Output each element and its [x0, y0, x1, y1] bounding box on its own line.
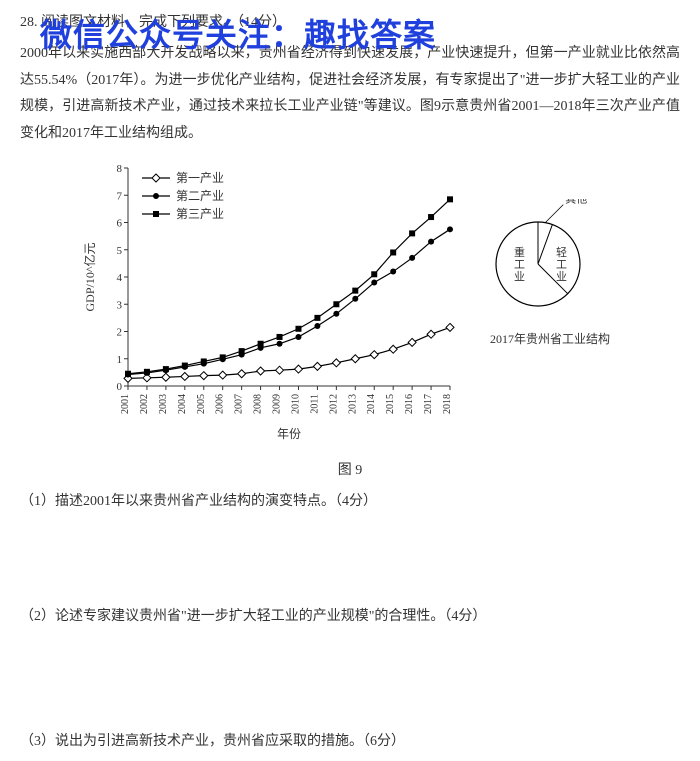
svg-text:6: 6: [117, 217, 123, 229]
svg-text:2008: 2008: [253, 394, 264, 414]
svg-text:4: 4: [117, 272, 123, 284]
sub-question-2: （2）论述专家建议贵州省"进一步扩大轻工业的产业规模"的合理性。（4分）: [20, 604, 680, 629]
question-number: 28.: [20, 15, 38, 30]
svg-text:2018: 2018: [442, 394, 453, 414]
figure-area: 0 1 2 3 4 5 6 7 8 2001 2002 2003 2004 2005 2006 2007 200…: [20, 156, 680, 451]
pie-chart: 其他轻工业 重工业 2017年贵州省工业结构: [480, 199, 620, 347]
svg-text:2002: 2002: [139, 394, 150, 414]
paragraph-text: 2000年以来实施西部大开发战略以来，贵州省经济得到快速发展，产业快速提升，但第…: [20, 41, 680, 147]
svg-text:2001: 2001: [120, 394, 131, 414]
svg-text:第二产业: 第二产业: [176, 189, 224, 203]
svg-text:2016: 2016: [404, 394, 415, 414]
svg-text:2013: 2013: [347, 394, 358, 414]
svg-text:2005: 2005: [196, 394, 207, 414]
svg-text:2011: 2011: [309, 394, 320, 414]
svg-text:2004: 2004: [177, 394, 188, 414]
svg-text:7: 7: [117, 190, 123, 202]
pie-caption: 2017年贵州省工业结构: [480, 330, 620, 347]
pie-chart-svg: 其他轻工业 重工业: [480, 199, 620, 319]
svg-text:2006: 2006: [215, 394, 226, 414]
svg-text:2014: 2014: [366, 394, 377, 414]
svg-text:年份: 年份: [277, 427, 301, 441]
svg-text:第三产业: 第三产业: [176, 207, 224, 221]
line-chart-svg: 0 1 2 3 4 5 6 7 8 2001 2002 2003 2004 2005 2006 2007 200…: [80, 156, 460, 446]
svg-text:3: 3: [117, 299, 123, 311]
svg-text:5: 5: [117, 244, 123, 256]
line-chart: 0 1 2 3 4 5 6 7 8 2001 2002 2003 2004 2005 2006 2007 200…: [80, 156, 460, 451]
svg-text:2007: 2007: [234, 394, 245, 414]
svg-text:0: 0: [117, 381, 123, 393]
svg-text:第一产业: 第一产业: [176, 171, 224, 185]
svg-text:2015: 2015: [385, 394, 396, 414]
svg-text:2: 2: [117, 326, 123, 338]
sub-question-1: （1）描述2001年以来贵州省产业结构的演变特点。（4分）: [20, 489, 680, 514]
svg-text:1: 1: [117, 353, 123, 365]
svg-text:2010: 2010: [290, 394, 301, 414]
svg-text:轻工业: 轻工业: [556, 245, 567, 283]
figure-caption: 图 9: [20, 459, 680, 479]
svg-text:其他: 其他: [565, 199, 587, 206]
svg-text:2009: 2009: [272, 394, 283, 414]
sub-question-3: （3）说出为引进高新技术产业，贵州省应采取的措施。（6分）: [20, 729, 680, 754]
svg-text:2012: 2012: [328, 394, 339, 414]
svg-text:2017: 2017: [423, 394, 434, 414]
svg-text:重工业: 重工业: [514, 245, 525, 283]
answer-space-1: [20, 514, 680, 594]
svg-text:8: 8: [117, 163, 123, 175]
svg-text:GDP/10^亿元: GDP/10^亿元: [82, 242, 97, 311]
svg-text:2003: 2003: [158, 394, 169, 414]
answer-space-2: [20, 629, 680, 719]
watermark-text: 微信公众号关注：趣找答案: [40, 10, 436, 56]
